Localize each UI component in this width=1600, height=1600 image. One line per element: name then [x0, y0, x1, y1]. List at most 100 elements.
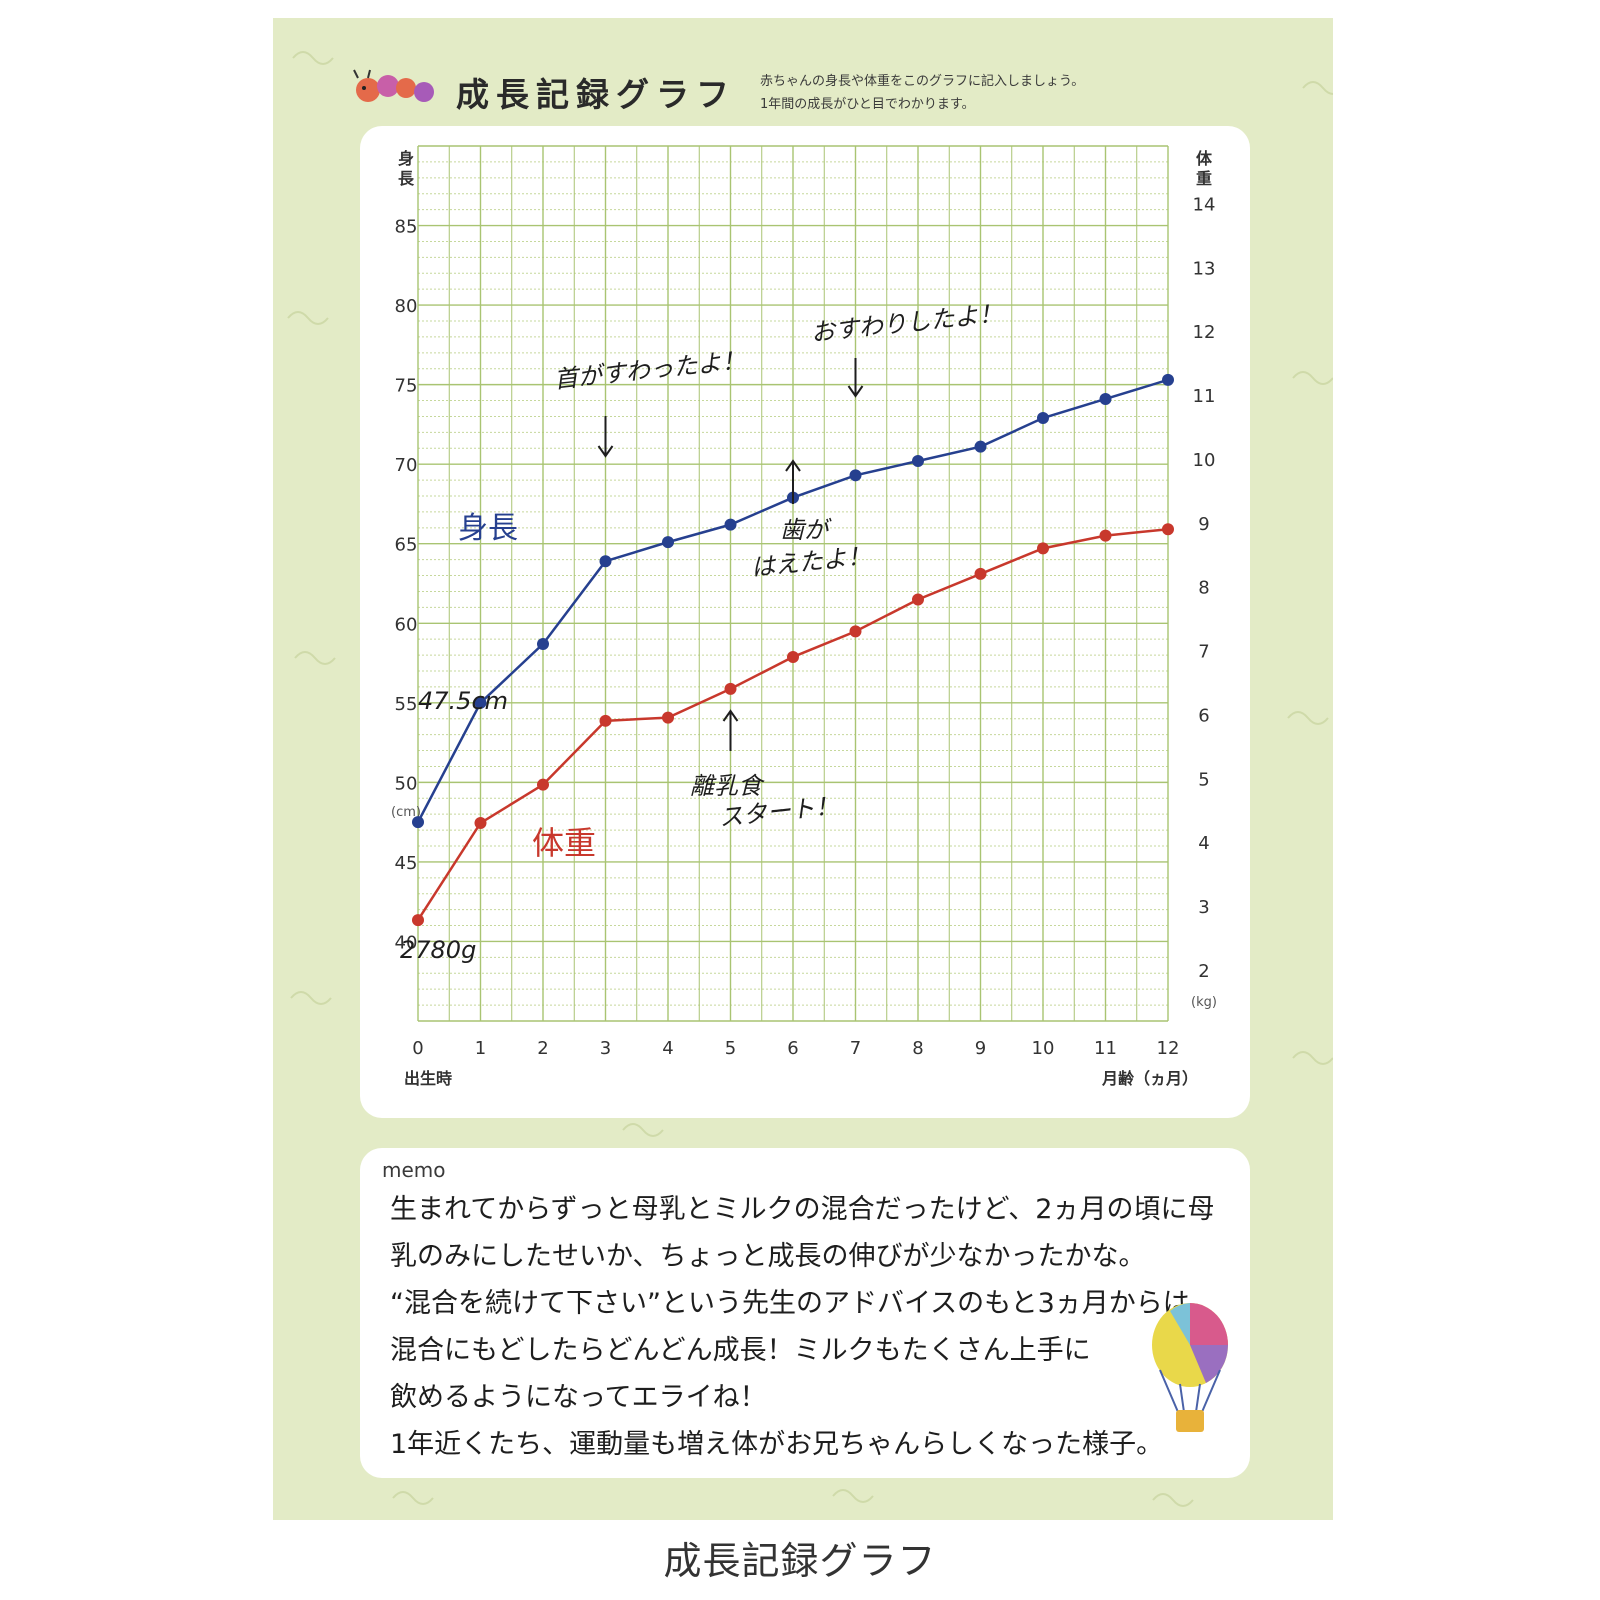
annotation-teeth-arrow-head — [785, 459, 801, 472]
x-start-label: 出生時 — [404, 1069, 452, 1088]
y-right-axis-title: 体 — [1196, 149, 1213, 168]
page-title: 成長記録グラフ — [456, 75, 736, 114]
data-point — [662, 536, 674, 549]
x-tick-label: 1 — [475, 1038, 486, 1059]
x-tick-label: 11 — [1094, 1038, 1117, 1059]
y-right-tick-label: 13 — [1193, 258, 1216, 279]
memo-line: 混合にもどしたらどんどん成長！ミルクもたくさん上手に — [390, 1335, 1091, 1366]
y-right-tick-label: 6 — [1198, 705, 1209, 726]
y-left-axis-title: 長 — [398, 169, 415, 188]
memo-panel: memo 生まれてからずっと母乳とミルクの混合だったけど、2ヵ月の頃に母 乳のみ… — [360, 1148, 1250, 1478]
y-right-tick-label: 4 — [1198, 833, 1209, 854]
y-left-unit: (cm) — [391, 805, 421, 820]
y-left-tick-label: 80 — [395, 296, 418, 317]
x-tick-label: 0 — [412, 1038, 423, 1059]
data-point — [787, 650, 799, 663]
x-tick-label: 12 — [1157, 1038, 1180, 1059]
annotation-weight-start: 2780g — [400, 936, 476, 964]
caterpillar-icon — [353, 69, 434, 102]
y-left-tick-label: 55 — [395, 694, 418, 715]
annotation-food-arrow-head — [722, 709, 739, 722]
data-point — [537, 637, 549, 650]
y-left-tick-label: 60 — [395, 614, 418, 635]
data-point — [412, 816, 424, 829]
data-point — [724, 518, 737, 531]
y-left-tick-label: 65 — [395, 535, 418, 556]
chart-panel: 40 45 50 55 60 65 70 75 80 85 2 3 4 5 6 7 8 9 10 11 12 13 14 0 1… — [360, 126, 1250, 1118]
data-point — [1099, 392, 1112, 405]
y-right-tick-label: 11 — [1193, 386, 1216, 407]
data-point — [912, 593, 924, 606]
x-tick-label: 8 — [912, 1038, 923, 1059]
y-left-tick-label: 40 — [395, 932, 418, 953]
x-tick-label: 10 — [1032, 1038, 1055, 1059]
x-tick-label: 4 — [662, 1038, 673, 1059]
x-tick-label: 7 — [850, 1038, 861, 1059]
y-left-axis-title: 身 — [398, 149, 414, 168]
data-point — [912, 455, 924, 467]
annotation-food-1: 離乳食 — [690, 772, 765, 800]
y-right-tick-label: 3 — [1198, 897, 1209, 918]
data-point — [412, 914, 424, 927]
memo-line: 1年近くたち、運動量も増え体がお兄ちゃんらしくなった様子。 — [390, 1429, 1164, 1460]
y-left-tick-label: 85 — [395, 217, 418, 238]
image-caption: 成長記録グラフ — [663, 1539, 937, 1583]
data-point — [974, 440, 987, 453]
annotation-neck: 首がすわったよ！ — [553, 346, 747, 394]
y-left-tick-label: 45 — [395, 853, 418, 874]
y-left-tick-label: 70 — [395, 455, 418, 476]
data-point — [1162, 523, 1174, 536]
y-left-tick-label: 75 — [395, 376, 418, 397]
memo-line: 飲めるようになってエライね！ — [390, 1382, 767, 1413]
data-point — [724, 682, 737, 695]
y-right-tick-label: 12 — [1193, 322, 1216, 343]
data-point — [599, 714, 612, 727]
memo-label: memo — [382, 1158, 446, 1182]
series-label-height: 身長 — [458, 511, 518, 546]
y-right-axis-title: 重 — [1196, 169, 1212, 188]
data-point — [1037, 542, 1049, 555]
y-right-tick-label: 14 — [1193, 194, 1216, 215]
x-axis-title: 月齢（ヵ月） — [1101, 1069, 1198, 1088]
y-right-tick-label: 9 — [1198, 514, 1209, 535]
data-point — [474, 817, 487, 830]
x-tick-label: 2 — [537, 1038, 548, 1059]
annotation-sit-arrow-head — [847, 385, 864, 398]
hot-air-balloon-icon — [1152, 1303, 1228, 1432]
data-point — [1162, 373, 1174, 386]
annotation-sit: おすわりしたよ！ — [810, 299, 1004, 347]
annotation-height-start: 47.5cm — [418, 687, 508, 715]
data-point — [1099, 529, 1112, 542]
y-right-tick-label: 10 — [1193, 450, 1216, 471]
memo-line: 乳のみにしたせいか、ちょっと成長の伸びが少なかったかな。 — [390, 1241, 1146, 1272]
y-left-tick-label: 50 — [395, 773, 418, 794]
x-tick-label: 3 — [600, 1038, 611, 1059]
x-tick-label: 6 — [787, 1038, 798, 1059]
page-description: 赤ちゃんの身長や体重をこのグラフに記入しましょう。 1年間の成長がひと目でわかり… — [760, 70, 1084, 116]
data-point — [849, 625, 862, 638]
y-right-unit: (kg) — [1191, 995, 1217, 1010]
description-line-1: 赤ちゃんの身長や体重をこのグラフに記入しましょう。 — [760, 74, 1085, 89]
growth-record-sheet: 成長記録グラフ 赤ちゃんの身長や体重をこのグラフに記入しましょう。 1年間の成長… — [273, 18, 1333, 1520]
memo-line: 生まれてからずっと母乳とミルクの混合だったけど、2ヵ月の頃に母 — [390, 1194, 1215, 1225]
data-point — [662, 711, 674, 724]
bow-pattern-background — [287, 51, 1333, 1507]
memo-line: “混合を続けて下さい”という先生のアドバイスのもと3ヵ月からは — [390, 1288, 1190, 1319]
description-line-2: 1年間の成長がひと目でわかります。 — [760, 97, 975, 112]
annotation-teeth-1: 歯が — [780, 516, 832, 544]
data-point — [537, 778, 549, 791]
x-tick-label: 5 — [725, 1038, 736, 1059]
memo-text: 生まれてからずっと母乳とミルクの混合だったけど、2ヵ月の頃に母 乳のみにしたせい… — [390, 1186, 1220, 1468]
data-point — [1037, 412, 1049, 425]
data-point — [849, 469, 862, 482]
annotation-neck-arrow-head — [597, 445, 614, 458]
data-point — [974, 567, 987, 580]
y-right-tick-label: 2 — [1198, 961, 1209, 982]
y-right-tick-label: 7 — [1198, 642, 1209, 663]
data-point — [474, 696, 487, 709]
data-point — [599, 555, 612, 568]
y-right-tick-label: 5 — [1198, 769, 1209, 790]
x-tick-label: 9 — [975, 1038, 986, 1059]
y-right-tick-label: 8 — [1198, 578, 1209, 599]
